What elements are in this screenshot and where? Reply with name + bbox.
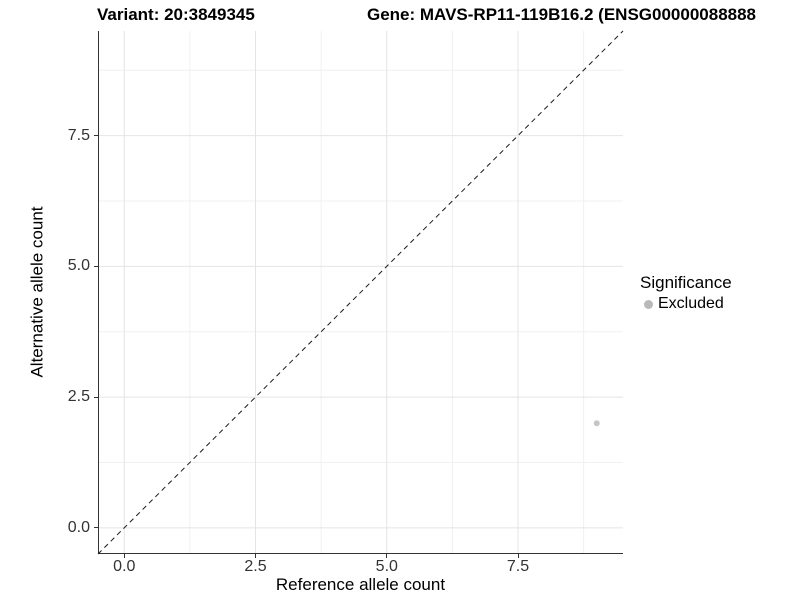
y-tick-mark bbox=[94, 135, 98, 137]
x-tick-label: 5.0 bbox=[375, 558, 398, 575]
data-point bbox=[593, 420, 600, 427]
legend-title: Significance bbox=[640, 273, 732, 292]
legend-item-label: Excluded bbox=[658, 295, 724, 313]
y-axis-title: Alternative allele count bbox=[27, 206, 47, 378]
x-tick-mark bbox=[386, 554, 388, 558]
gene-title: Gene: MAVS-RP11-119B16.2 (ENSG0000008888… bbox=[367, 5, 757, 24]
legend: Significance Excluded bbox=[640, 272, 732, 313]
y-tick-label: 5.0 bbox=[67, 257, 90, 275]
y-tick-mark bbox=[94, 527, 98, 529]
x-tick-label: 0.0 bbox=[113, 558, 136, 575]
legend-item-excluded: Excluded bbox=[640, 295, 732, 313]
y-tick-label: 0.0 bbox=[67, 518, 90, 536]
plot-panel-svg bbox=[97, 30, 624, 555]
variant-title: Variant: 20:3849345 bbox=[97, 5, 255, 24]
y-tick-label: 2.5 bbox=[67, 388, 90, 406]
x-tick-mark bbox=[255, 554, 256, 558]
x-tick-mark bbox=[517, 554, 519, 558]
excluded-point-icon bbox=[643, 299, 653, 309]
identity-line bbox=[97, 30, 624, 555]
x-tick-label: 2.5 bbox=[244, 558, 267, 575]
x-axis-title: Reference allele count bbox=[275, 575, 446, 594]
y-tick-mark bbox=[94, 265, 98, 267]
x-tick-mark bbox=[123, 554, 125, 558]
x-tick-label: 7.5 bbox=[506, 558, 530, 575]
legend-key bbox=[640, 296, 656, 312]
plot-panel bbox=[97, 30, 624, 555]
y-tick-label: 7.5 bbox=[67, 126, 90, 144]
y-tick-mark bbox=[94, 396, 98, 398]
